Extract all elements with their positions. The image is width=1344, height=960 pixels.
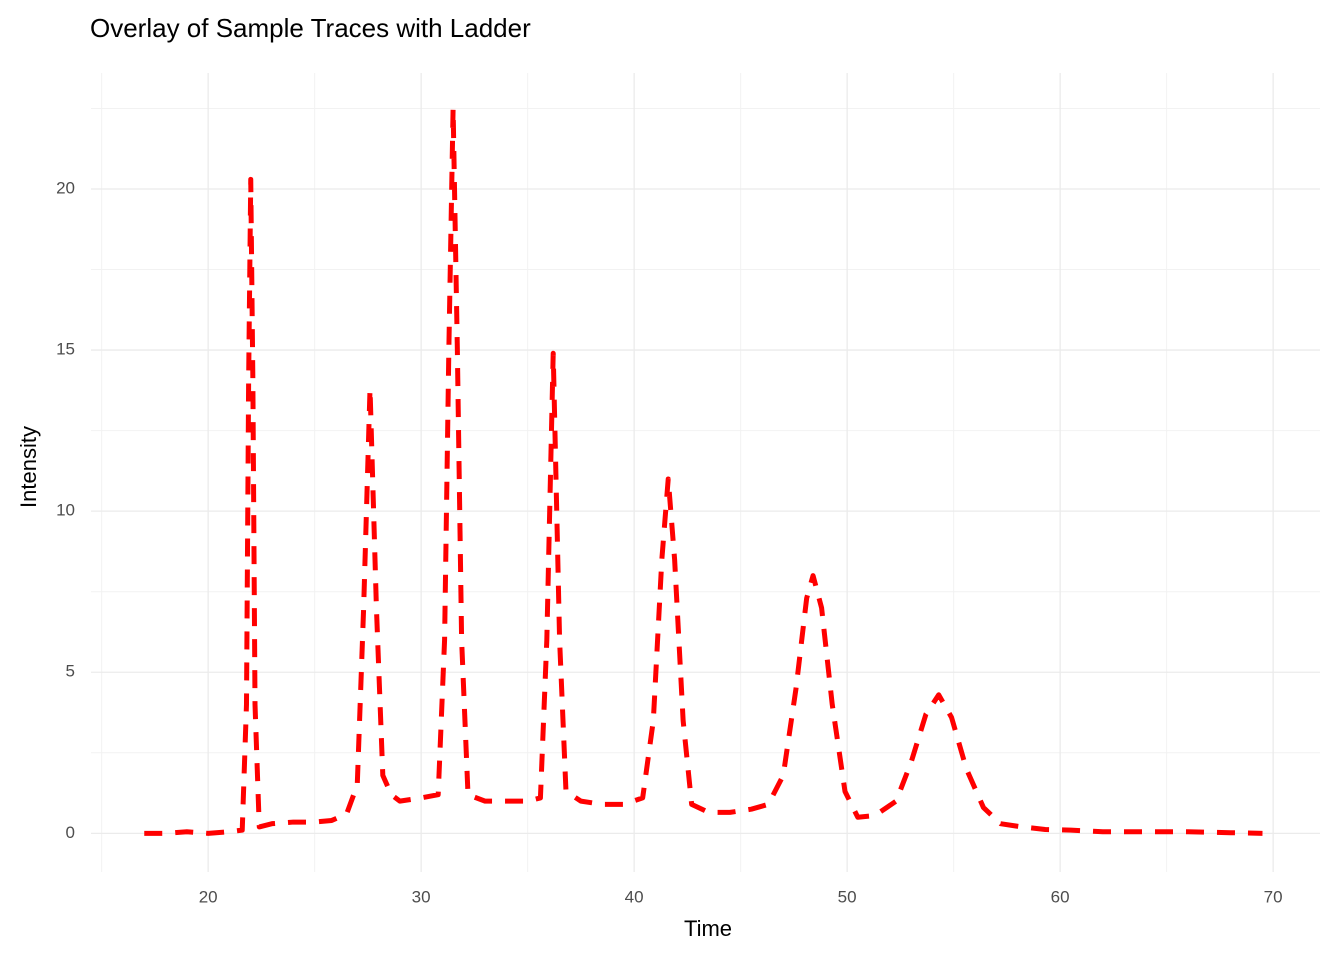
x-tick-label: 70 — [1264, 887, 1283, 906]
y-tick-label: 20 — [56, 178, 75, 197]
x-tick-label: 30 — [412, 887, 431, 906]
y-tick-label: 15 — [56, 340, 75, 359]
x-tick-label: 40 — [625, 887, 644, 906]
y-tick-label: 10 — [56, 501, 75, 520]
y-tick-label: 5 — [66, 662, 75, 681]
y-axis-title: Intensity — [16, 426, 41, 508]
x-axis-title: Time — [684, 916, 732, 941]
line-series — [144, 105, 1263, 836]
x-tick-label: 20 — [199, 887, 218, 906]
x-tick-label: 50 — [838, 887, 857, 906]
y-tick-label: 0 — [66, 823, 75, 842]
x-tick-label: 60 — [1051, 887, 1070, 906]
chart-title: Overlay of Sample Traces with Ladder — [90, 13, 531, 43]
